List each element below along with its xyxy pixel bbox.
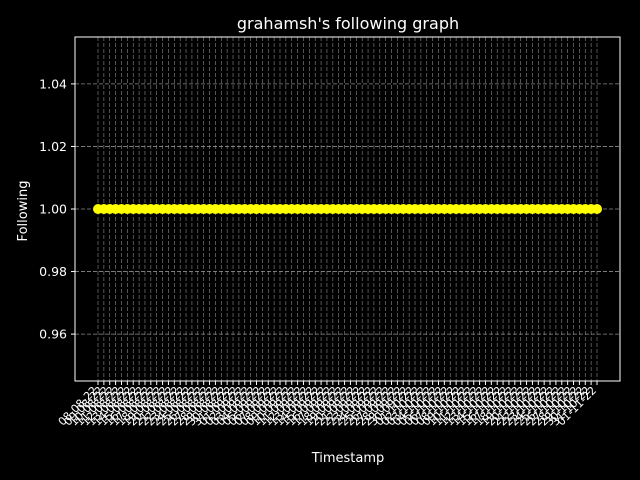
series-layer xyxy=(93,204,602,214)
y-tick-label: 1.02 xyxy=(39,139,67,154)
y-tick-label: 0.98 xyxy=(39,264,67,279)
x-axis-label: Timestamp xyxy=(311,451,385,466)
data-point xyxy=(592,204,602,214)
y-tick-label: 1.04 xyxy=(39,76,67,91)
y-axis-label: Following xyxy=(16,181,31,242)
y-tick-label: 0.96 xyxy=(39,327,67,342)
x-axis: 08-08-2209-08-2210-08-2211-08-2212-08-22… xyxy=(56,381,599,428)
y-tick-label: 1.00 xyxy=(39,202,67,217)
y-axis: 0.96 0.98 1.00 1.02 1.04 xyxy=(39,76,75,342)
chart-title: grahamsh's following graph xyxy=(237,14,459,33)
